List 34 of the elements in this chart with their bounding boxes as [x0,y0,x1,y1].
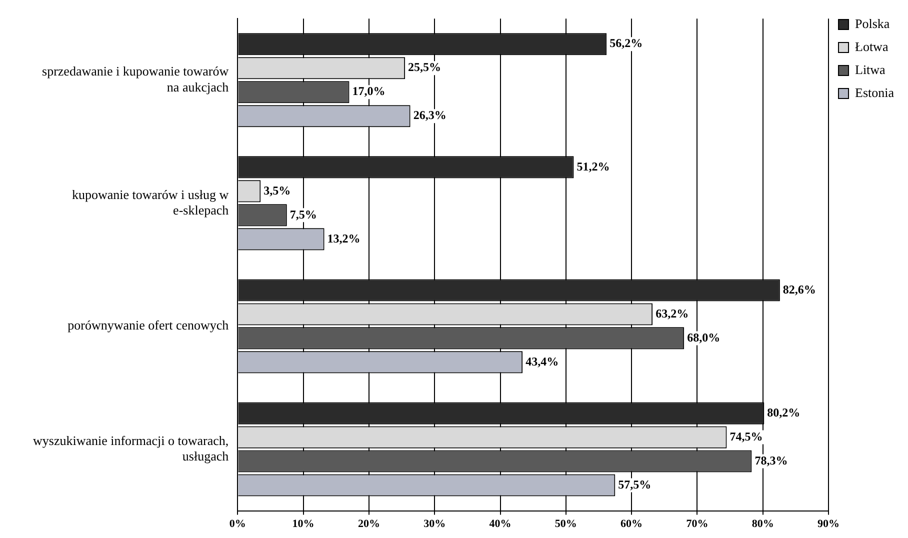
x-tick-label: 0% [229,518,246,530]
data-label: 80,2% [767,405,800,420]
x-tick-label: 40% [489,518,512,530]
data-label: 74,5% [730,429,763,444]
y-tick-label: kupowanie towarów i usług w e-sklepach [72,186,230,218]
x-tick-label: 70% [686,518,708,530]
x-tick-label: 80% [752,518,774,530]
legend-label: Polska [855,16,890,31]
x-tick-label: 50% [554,518,577,530]
x-tick-label: 30% [424,518,446,530]
legend-label: Łotwa [855,38,888,54]
x-tick-label: 10% [292,518,314,530]
data-label: 68,0% [687,330,720,344]
legend-label: Litwa [855,62,886,77]
data-label: 13,2% [327,231,360,246]
data-label: 3,5% [264,183,291,198]
data-label: 26,3% [413,108,446,122]
x-tick-label: 90% [818,518,840,530]
x-tick-label: 60% [620,518,643,530]
data-label: 57,5% [618,477,652,492]
x-tick-label: 20% [358,518,380,530]
data-label: 25,5% [408,60,442,74]
data-label: 56,2% [610,36,643,50]
data-label: 82,6% [782,282,816,296]
data-label: 63,2% [656,306,689,320]
data-label: 43,4% [526,354,559,368]
y-tick-label: wyszukiwanie informacji o towarach, usługach [33,432,230,464]
y-tick-label: sprzedawanie i kupowanie towarów na aukcjach [42,64,230,94]
legend-label: Estonia [855,84,894,100]
data-label: 51,2% [576,159,610,174]
data-label: 78,3% [754,453,788,468]
data-label: 7,5% [290,207,317,222]
data-label: 17,0% [352,84,386,98]
y-tick-label: porównywanie ofert cenowych [68,318,230,333]
